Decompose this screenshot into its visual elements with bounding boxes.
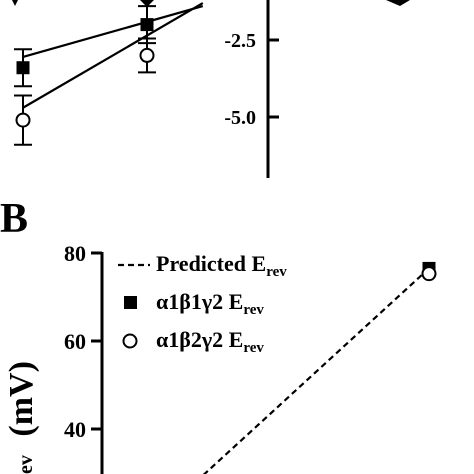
cropped-top-marker-right <box>386 0 410 6</box>
legend-entry-text: Predicted E <box>156 251 266 276</box>
panel-b-y-tick-label: 80 <box>64 241 86 266</box>
legend-entry-label: Predicted Erev <box>156 251 287 280</box>
legend-entry-label: α1β1γ2 Erev <box>156 289 264 318</box>
cropped-top-marker-center <box>140 0 154 7</box>
panel-b-y-tick-label: 40 <box>64 417 86 442</box>
panel-b-label: B <box>0 196 28 242</box>
panel-a-y-tick-label: -5.0 <box>224 107 256 129</box>
y-label-sub: ev <box>15 455 37 474</box>
panel-b-y-axis-label: ev (mV) <box>3 361 40 474</box>
panel-b-y-axis-label-text: ev (mV) <box>3 361 40 474</box>
legend-entry-text: α1β2γ2 E <box>156 327 243 352</box>
panel-a-fit-line <box>22 5 204 58</box>
panel-a-point-square <box>16 61 30 75</box>
panel-a: -2.5 -5.0 <box>12 0 410 178</box>
panel-b-point-circle <box>421 266 437 282</box>
y-label-unit: (mV) <box>3 361 40 445</box>
legend-entry-text: α1β1γ2 E <box>156 289 243 314</box>
panel-a-y-tick-label: -2.5 <box>224 30 256 52</box>
panel-a-point-circle <box>139 47 155 63</box>
legend-open-circle-icon <box>122 333 138 349</box>
panel-a-fit-line <box>22 2 204 109</box>
panel-a-point-circle <box>15 112 31 128</box>
panel-a-point-square <box>140 18 154 32</box>
cropped-top-marker-left <box>12 0 18 6</box>
legend-entry-label: α1β2γ2 Erev <box>156 327 264 356</box>
panel-b-y-tick-label: 60 <box>64 329 86 354</box>
legend-entry-subscript: rev <box>266 264 287 280</box>
legend-entry-subscript: rev <box>243 302 264 318</box>
legend-entry-subscript: rev <box>243 340 264 356</box>
panel-b-predicted-line <box>202 267 430 474</box>
legend-filled-square-icon <box>124 296 137 309</box>
